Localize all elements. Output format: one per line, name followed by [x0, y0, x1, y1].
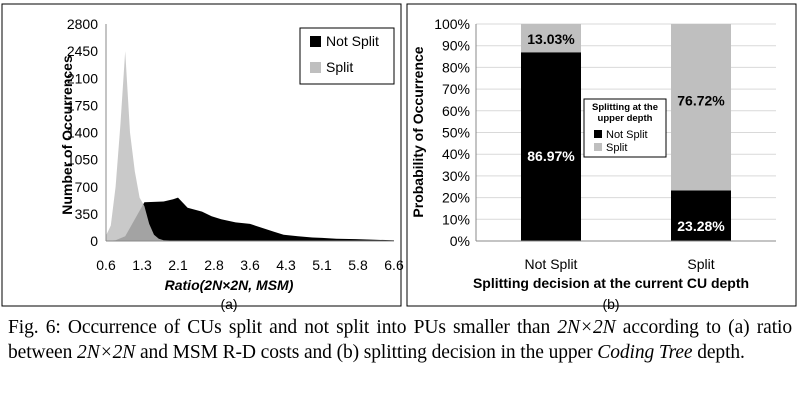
legend-swatch-not-split: [594, 130, 602, 138]
chart-a-y-tick-label: 2800: [67, 16, 98, 32]
area-series-not-split: [106, 197, 394, 241]
chart-b-y-tick-label: 30%: [442, 168, 470, 184]
chart-a-y-tick-label: 1050: [67, 152, 98, 168]
bar-split-split: [671, 24, 731, 191]
chart-a-x-tick-label: 4.3: [276, 257, 296, 273]
chart-b-y-tick-label: 100%: [434, 16, 470, 32]
chart-a-x-tick-label: 3.6: [240, 257, 260, 273]
caption-italic: 2N×2N: [557, 317, 616, 338]
caption-text: decision in the upper: [431, 341, 598, 363]
area-series-split: [106, 51, 202, 241]
bar-data-label: 76.72%: [677, 93, 725, 109]
chart-a-x-tick-label: 0.6: [96, 257, 116, 273]
figure-caption: Fig. 6: Occurrence of CUs split and not …: [8, 316, 792, 365]
bar-data-label: 86.97%: [527, 148, 575, 164]
legend-label-split: Split: [606, 142, 627, 154]
chart-a-y-tick-label: 700: [75, 179, 99, 195]
legend-label-not-split: Not Split: [606, 129, 648, 141]
chart-a-x-tick-label: 1.3: [132, 257, 152, 273]
chart-b-y-tick-label: 20%: [442, 190, 470, 206]
chart-b-legend: Splitting at the upper depth Not Split S…: [583, 98, 667, 158]
chart-b-y-tick-label: 50%: [442, 125, 470, 141]
legend-swatch-not-split: [310, 36, 321, 47]
chart-b-x-tick-label: Not Split: [525, 256, 578, 272]
chart-b-y-tick-label: 10%: [442, 211, 470, 227]
chart-a-y-tick-label: 0: [90, 233, 98, 249]
chart-a-y-tick-label: 1400: [67, 125, 98, 141]
chart-b-y-tick-label: 80%: [442, 59, 470, 75]
chart-b-panel-label: (b): [602, 296, 619, 312]
legend-swatch-split: [594, 143, 602, 151]
chart-a-x-tick-label: 2.8: [204, 257, 224, 273]
chart-a-xlabel: Ratio(2N×2N, MSM): [165, 277, 294, 293]
chart-a-panel-label: (a): [220, 296, 237, 312]
caption-text: depth.: [692, 341, 745, 363]
chart-a-y-tick-label: 2450: [67, 43, 98, 59]
caption-italic: Coding Tree: [597, 341, 693, 363]
chart-b-y-tick-label: 70%: [442, 81, 470, 97]
chart-a-legend: Not Split Split: [299, 27, 395, 85]
chart-a-y-tick-label: 2100: [67, 70, 98, 86]
legend-label-split: Split: [326, 59, 353, 75]
caption-italic: 2N×2N: [77, 341, 136, 363]
chart-a-x-tick-label: 2.1: [168, 257, 188, 273]
chart-b-x-tick-label: Split: [687, 256, 714, 272]
chart-a-x-tick-label: 5.1: [312, 257, 332, 273]
chart-a-x-tick-label: 6.6: [384, 257, 404, 273]
bar-data-label: 13.03%: [527, 31, 575, 47]
chart-a-x-tick-label: 5.8: [348, 257, 368, 273]
bar-split-not-split: [671, 190, 731, 241]
legend-label-not-split: Not Split: [326, 33, 379, 49]
bar-data-label: 23.28%: [677, 218, 725, 234]
bar-not-split-split: [521, 24, 581, 53]
legend-title-line-2: upper depth: [598, 113, 653, 124]
chart-b-frame: [406, 3, 797, 307]
chart-a-frame: [1, 3, 402, 307]
chart-a-ylabel: Number of Occurrences: [59, 55, 75, 215]
chart-b-y-tick-label: 0%: [450, 233, 470, 249]
chart-b: 0% 10% 20% 30% 40% 50% 60% 70% 80% 90% 100% Not Sp…: [406, 3, 797, 312]
bar-not-split-not-split: [521, 52, 581, 241]
chart-a-y-tick-label: 1750: [67, 97, 98, 113]
chart-a: 0 350 700 1050 1400 1750 2100 2450 2800 0.6 1.3 2.…: [1, 3, 404, 312]
caption-text: and MSM R-D costs and (b) splitting: [135, 341, 427, 363]
legend-title-line-1: Splitting at the: [592, 102, 658, 113]
chart-b-ylabel: Probability of Occurrence: [410, 46, 426, 217]
caption-text: according to (a) ratio between: [8, 317, 792, 363]
chart-a-y-tick-label: 350: [75, 206, 99, 222]
chart-b-y-tick-label: 40%: [442, 146, 470, 162]
legend-swatch-split: [310, 62, 321, 73]
chart-b-xlabel: Splitting decision at the current CU dep…: [473, 275, 749, 291]
chart-b-y-tick-label: 90%: [442, 38, 470, 54]
chart-b-y-tick-label: 60%: [442, 103, 470, 119]
caption-text: Fig. 6: Occurrence of CUs split and not …: [8, 317, 558, 338]
